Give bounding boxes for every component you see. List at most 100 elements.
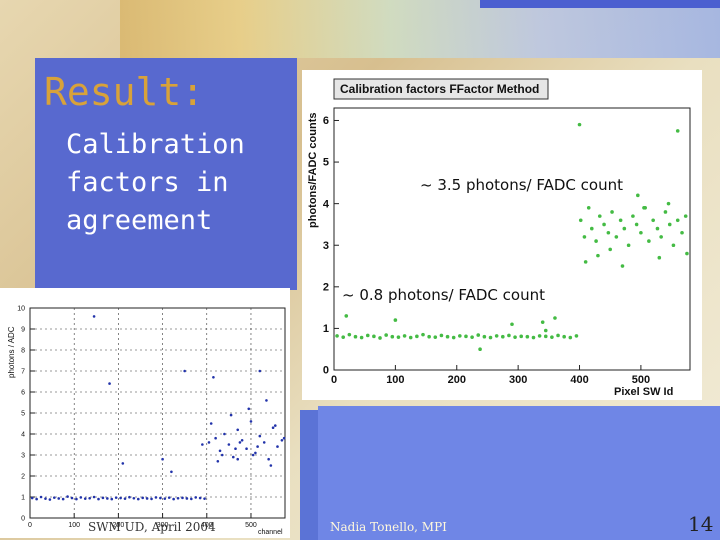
y-tick-label: 2 [323, 281, 329, 293]
data-point [190, 497, 193, 501]
data-point [639, 230, 643, 235]
annotation-low-factor: ~ 0.8 photons/ FADC count [342, 286, 545, 304]
data-point [651, 218, 655, 223]
data-point [136, 497, 140, 501]
decorative-lower-band-light [318, 406, 720, 540]
data-point [170, 470, 173, 474]
data-point [543, 328, 548, 333]
y-tick-label: 5 [21, 410, 25, 417]
data-point [280, 439, 284, 442]
data-point [582, 235, 587, 239]
y-tick-label: 6 [323, 115, 329, 127]
data-point [507, 333, 511, 338]
main-chart-title-box [333, 78, 549, 100]
data-point [53, 496, 56, 499]
data-point [510, 322, 514, 327]
data-point [610, 210, 614, 214]
data-point [216, 460, 220, 463]
x-tick-label: 400 [570, 374, 588, 386]
data-point [181, 496, 184, 500]
data-point [445, 334, 450, 339]
y-tick-label: 6 [21, 389, 25, 396]
data-point [92, 495, 96, 499]
data-point [666, 201, 671, 206]
data-point [185, 497, 189, 500]
footer-author: Nadia Tonello, MPI [330, 520, 447, 534]
data-point [618, 218, 623, 223]
data-point [271, 426, 275, 429]
data-point [231, 455, 235, 459]
data-point [365, 333, 370, 338]
inset-chart-y-label: photons / ADC [7, 326, 16, 378]
data-point [35, 497, 38, 501]
data-point [108, 382, 111, 385]
annotation-high-factor: ~ 3.5 photons/ FADC count [420, 176, 623, 194]
y-tick-label: 4 [21, 431, 25, 438]
data-point [620, 264, 625, 268]
data-point [494, 334, 499, 338]
page-number: 14 [688, 512, 714, 536]
data-point [589, 226, 594, 231]
x-tick-label: 400 [201, 522, 213, 529]
data-point [145, 497, 149, 500]
data-point [335, 334, 339, 338]
data-point [44, 497, 47, 500]
data-point [578, 218, 583, 223]
data-point [234, 447, 237, 450]
data-point [212, 376, 215, 379]
main-chart-title: Calibration factors FFactor Method [340, 82, 539, 96]
data-point [159, 496, 162, 500]
main-chart-x-label: Pixel SW Id [614, 386, 673, 398]
data-point [421, 332, 425, 337]
data-point [602, 222, 606, 227]
data-point [683, 214, 688, 218]
main-chart: Calibration factors FFactor Method 0 1 2 3 4… [302, 70, 702, 400]
data-point [247, 407, 251, 411]
data-point [70, 496, 74, 500]
data-point [614, 235, 619, 239]
data-point [540, 320, 545, 324]
decorative-leaf-banner [120, 0, 720, 58]
data-point [172, 497, 175, 501]
y-tick-label: 3 [323, 240, 329, 252]
data-point [562, 334, 566, 339]
data-point [415, 334, 419, 339]
data-point [655, 226, 660, 231]
data-point [236, 457, 240, 461]
data-point [675, 129, 680, 133]
slide-subtitle: Calibration factors in agreement [66, 129, 245, 236]
plot-frame [333, 107, 691, 371]
data-point [372, 334, 376, 339]
y-tick-label: 1 [323, 323, 329, 335]
data-point [550, 335, 554, 339]
x-tick-label: 300 [509, 374, 527, 386]
x-tick-label: 0 [331, 374, 337, 386]
x-tick-label: 200 [448, 374, 466, 386]
data-point [433, 335, 438, 339]
data-point [482, 334, 487, 339]
data-point [344, 314, 349, 318]
data-point [631, 214, 635, 218]
data-point [61, 497, 65, 501]
data-point [464, 334, 468, 339]
data-point [92, 315, 96, 318]
data-point [636, 193, 640, 198]
data-point [458, 334, 462, 338]
data-point [218, 449, 222, 453]
slide-title: Result: [44, 70, 205, 114]
data-point [556, 333, 560, 338]
data-point [531, 335, 536, 340]
data-point [209, 422, 213, 425]
data-point [402, 334, 407, 338]
data-point [128, 495, 131, 499]
data-point [106, 497, 109, 500]
data-point [513, 335, 517, 339]
data-point [626, 243, 631, 248]
data-point [359, 335, 364, 340]
data-point [245, 447, 248, 450]
data-point [622, 226, 627, 231]
data-point [163, 497, 167, 500]
inset-chart-x-label: channel [258, 529, 283, 536]
data-point [240, 439, 244, 442]
data-point [525, 334, 530, 339]
